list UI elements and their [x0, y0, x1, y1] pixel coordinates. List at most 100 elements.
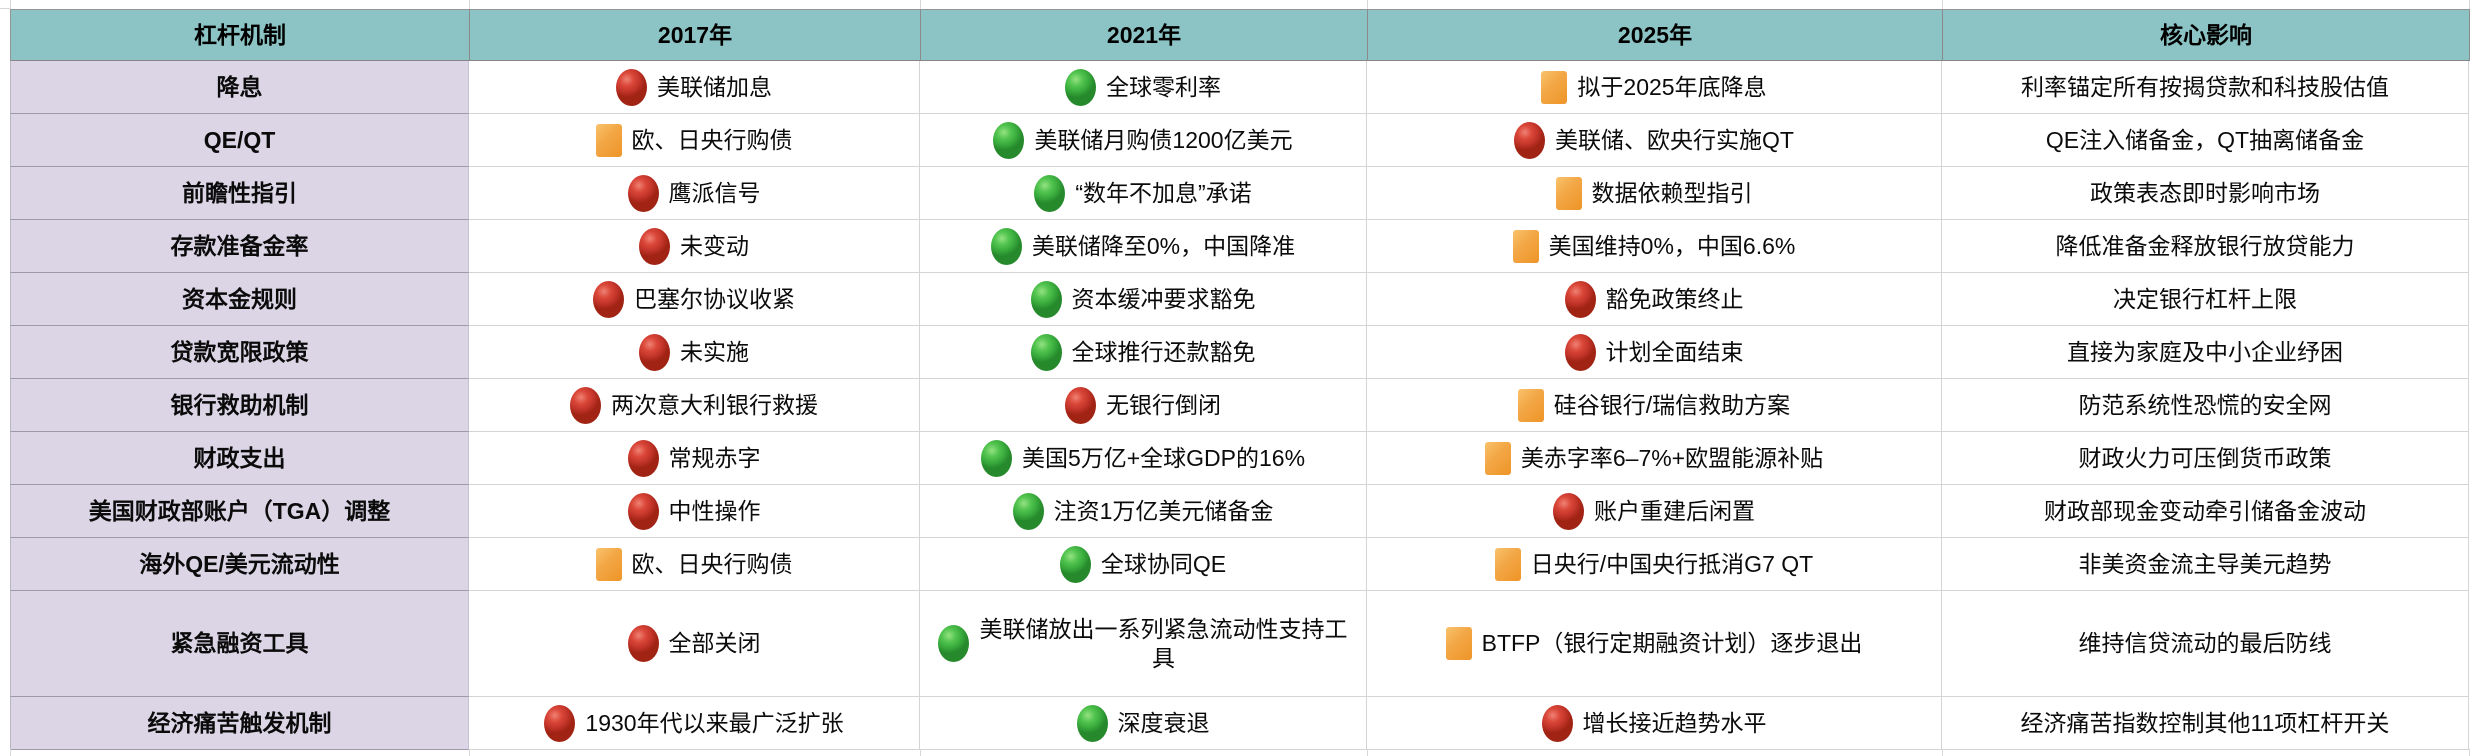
cell-2025[interactable]: BTFP（银行定期融资计划）逐步退出 [1367, 591, 1942, 697]
mechanism-cell[interactable]: 前瞻性指引 [10, 167, 469, 220]
cell-2017[interactable]: 未变动 [469, 220, 920, 273]
cell-2025[interactable]: 日央行/中国央行抵消G7 QT [1367, 538, 1942, 591]
cell-2017[interactable]: 美联储加息 [469, 61, 920, 114]
table-row: 银行救助机制 两次意大利银行救援 无银行倒闭 硅谷银行/瑞信救助方案 防范系统性… [10, 379, 2469, 432]
mechanism-cell[interactable]: 海外QE/美元流动性 [10, 538, 469, 591]
impact-text: 财政部现金变动牵引储备金波动 [2044, 497, 2366, 524]
impact-cell[interactable]: 直接为家庭及中小企业纾困 [1942, 326, 2469, 379]
mechanism-cell[interactable]: 资本金规则 [10, 273, 469, 326]
status-entry: 全球推行还款豁免 [1030, 333, 1256, 371]
impact-cell[interactable]: QE注入储备金，QT抽离储备金 [1942, 114, 2469, 167]
status-text: 全球协同QE [1100, 550, 1227, 577]
sheet-gridline [1367, 0, 1368, 9]
cell-2021[interactable]: 全球推行还款豁免 [920, 326, 1367, 379]
status-text: 账户重建后闲置 [1594, 497, 1755, 524]
green-circle-icon [938, 625, 969, 662]
cell-2017[interactable]: 未实施 [469, 326, 920, 379]
red-circle-icon [1065, 386, 1096, 424]
cell-2025[interactable]: 账户重建后闲置 [1367, 485, 1942, 538]
header-cell-impact[interactable]: 核心影响 [1943, 10, 2470, 61]
header-label: 2025年 [1617, 21, 1693, 48]
header-label: 2021年 [1106, 21, 1182, 48]
cell-2021[interactable]: 美国5万亿+全球GDP的16% [920, 432, 1367, 485]
cell-2021[interactable]: 注资1万亿美元储备金 [920, 485, 1367, 538]
header-cell-2021[interactable]: 2021年 [921, 10, 1368, 61]
table-row: 降息 美联储加息 全球零利率 拟于2025年底降息 利率锚定所有按揭贷款和科技股… [10, 61, 2469, 114]
impact-cell[interactable]: 降低准备金释放银行放贷能力 [1942, 220, 2469, 273]
status-text: 美联储、欧央行实施QT [1555, 126, 1794, 153]
mechanism-cell[interactable]: 经济痛苦触发机制 [10, 697, 469, 750]
impact-cell[interactable]: 维持信贷流动的最后防线 [1942, 591, 2469, 697]
mechanism-cell[interactable]: QE/QT [10, 114, 469, 167]
status-text: 美联储降至0%，中国降准 [1031, 232, 1296, 259]
cell-2025[interactable]: 美赤字率6–7%+欧盟能源补贴 [1367, 432, 1942, 485]
cell-2025[interactable]: 拟于2025年底降息 [1367, 61, 1942, 114]
cell-2021[interactable]: 深度衰退 [920, 697, 1367, 750]
header-cell-2017[interactable]: 2017年 [470, 10, 921, 61]
mechanism-label: 海外QE/美元流动性 [139, 550, 340, 577]
cell-2017[interactable]: 欧、日央行购债 [469, 538, 920, 591]
cell-2021[interactable]: 资本缓冲要求豁免 [920, 273, 1367, 326]
header-label: 杠杆机制 [194, 21, 286, 48]
cell-2021[interactable]: 全球协同QE [920, 538, 1367, 591]
red-circle-icon [639, 333, 670, 371]
cell-2025[interactable]: 美国维持0%，中国6.6% [1367, 220, 1942, 273]
mechanism-cell[interactable]: 贷款宽限政策 [10, 326, 469, 379]
cell-2021[interactable]: “数年不加息”承诺 [920, 167, 1367, 220]
mechanism-cell[interactable]: 降息 [10, 61, 469, 114]
cell-2017[interactable]: 全部关闭 [469, 591, 920, 697]
status-entry: 美国维持0%，中国6.6% [1512, 229, 1795, 263]
impact-cell[interactable]: 经济痛苦指数控制其他11项杠杆开关 [1942, 697, 2469, 750]
cell-2017[interactable]: 巴塞尔协议收紧 [469, 273, 920, 326]
impact-text: 防范系统性恐慌的安全网 [2078, 391, 2332, 418]
table-row: 财政支出 常规赤字 美国5万亿+全球GDP的16% 美赤字率6–7%+欧盟能源补… [10, 432, 2469, 485]
cell-2025[interactable]: 计划全面结束 [1367, 326, 1942, 379]
red-circle-icon [544, 704, 576, 742]
mechanism-cell[interactable]: 紧急融资工具 [10, 591, 469, 697]
impact-cell[interactable]: 政策表态即时影响市场 [1942, 167, 2469, 220]
status-entry: 欧、日央行购债 [595, 547, 793, 581]
mechanism-cell[interactable]: 存款准备金率 [10, 220, 469, 273]
cell-2025[interactable]: 增长接近趋势水平 [1367, 697, 1942, 750]
table-header-row: 杠杆机制 2017年 2021年 2025年 核心影响 [10, 9, 2470, 61]
status-entry: 未实施 [639, 333, 749, 371]
red-circle-icon [593, 280, 624, 318]
table-row: 前瞻性指引 鹰派信号 “数年不加息”承诺 数据依赖型指引 政策表态即时影响市场 [10, 167, 2469, 220]
header-cell-mechanism[interactable]: 杠杆机制 [11, 10, 470, 61]
green-circle-icon [1012, 492, 1044, 530]
impact-cell[interactable]: 防范系统性恐慌的安全网 [1942, 379, 2469, 432]
cell-2017[interactable]: 两次意大利银行救援 [469, 379, 920, 432]
cell-2025[interactable]: 豁免政策终止 [1367, 273, 1942, 326]
status-entry: 中性操作 [627, 492, 761, 530]
impact-text: 直接为家庭及中小企业纾困 [2067, 338, 2343, 365]
status-text: 鹰派信号 [668, 179, 761, 206]
cell-2017[interactable]: 1930年代以来最广泛扩张 [469, 697, 920, 750]
cell-2017[interactable]: 中性操作 [469, 485, 920, 538]
impact-cell[interactable]: 财政部现金变动牵引储备金波动 [1942, 485, 2469, 538]
status-text: 未变动 [680, 232, 749, 259]
sheet-gridline [1367, 749, 1368, 756]
cell-2017[interactable]: 欧、日央行购债 [469, 114, 920, 167]
header-cell-2025[interactable]: 2025年 [1368, 10, 1943, 61]
table-row: 存款准备金率 未变动 美联储降至0%，中国降准 美国维持0%，中国6.6% 降低… [10, 220, 2469, 273]
impact-cell[interactable]: 利率锚定所有按揭贷款和科技股估值 [1942, 61, 2469, 114]
sheet-gridline [920, 749, 921, 756]
mechanism-cell[interactable]: 美国财政部账户（TGA）调整 [10, 485, 469, 538]
impact-cell[interactable]: 非美资金流主导美元趋势 [1942, 538, 2469, 591]
leverage-mechanism-table: 杠杆机制 2017年 2021年 2025年 核心影响 降息 美联储加息 全球零… [10, 9, 2470, 750]
cell-2021[interactable]: 美联储降至0%，中国降准 [920, 220, 1367, 273]
impact-cell[interactable]: 财政火力可压倒货币政策 [1942, 432, 2469, 485]
cell-2021[interactable]: 无银行倒闭 [920, 379, 1367, 432]
mechanism-cell[interactable]: 银行救助机制 [10, 379, 469, 432]
cell-2025[interactable]: 硅谷银行/瑞信救助方案 [1367, 379, 1942, 432]
cell-2021[interactable]: 美联储月购债1200亿美元 [920, 114, 1367, 167]
cell-2025[interactable]: 数据依赖型指引 [1367, 167, 1942, 220]
mechanism-cell[interactable]: 财政支出 [10, 432, 469, 485]
cell-2017[interactable]: 鹰派信号 [469, 167, 920, 220]
cell-2021[interactable]: 美联储放出一系列紧急流动性支持工具 [920, 591, 1367, 697]
impact-cell[interactable]: 决定银行杠杆上限 [1942, 273, 2469, 326]
cell-2025[interactable]: 美联储、欧央行实施QT [1367, 114, 1942, 167]
cell-2021[interactable]: 全球零利率 [920, 61, 1367, 114]
cell-2017[interactable]: 常规赤字 [469, 432, 920, 485]
status-entry: 1930年代以来最广泛扩张 [544, 704, 844, 742]
